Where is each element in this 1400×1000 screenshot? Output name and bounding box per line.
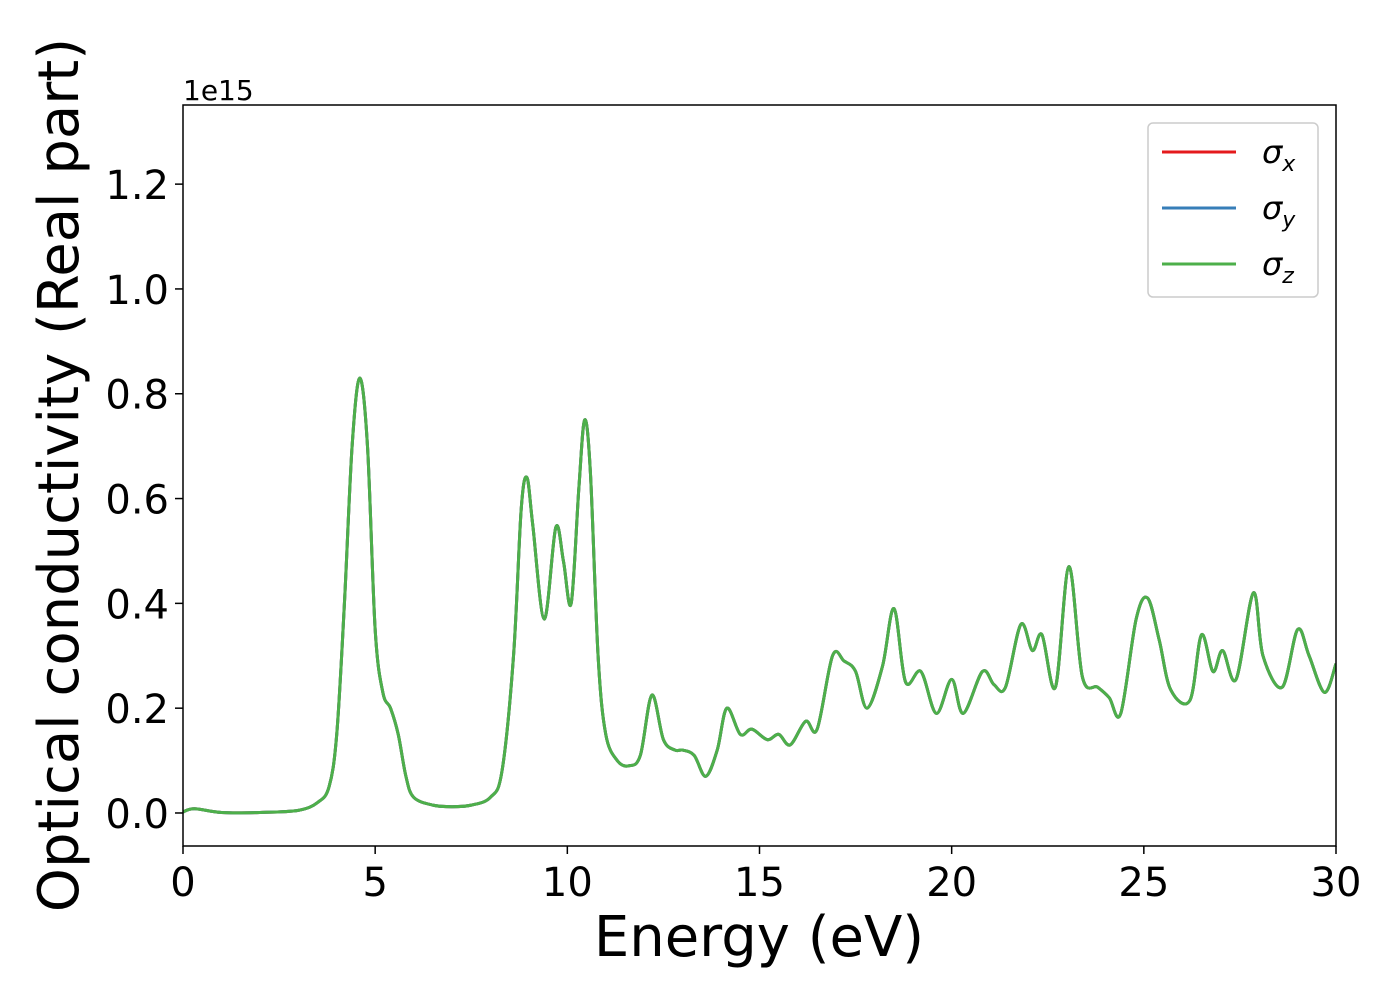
x-axis-label: Energy (eV) [594, 905, 924, 970]
legend-box [1147, 122, 1319, 298]
y-tick-label: 0.2 [105, 687, 169, 733]
x-tick-label: 0 [170, 860, 195, 906]
legend-label: σx [1262, 133, 1296, 177]
y-tick-label: 0.0 [105, 792, 169, 838]
x-tick-label: 5 [362, 860, 387, 906]
x-tick-label: 10 [542, 860, 593, 906]
legend-label: σz [1262, 245, 1294, 289]
x-tick-label: 15 [734, 860, 785, 906]
legend-label: σy [1262, 189, 1296, 233]
y-tick-label: 0.8 [105, 373, 169, 419]
series-line [183, 376, 1336, 815]
y-tick-label: 1.0 [105, 268, 169, 314]
x-tick-label: 25 [1118, 860, 1169, 906]
plot-frame [182, 104, 1337, 847]
legend: σx σy σz [1147, 122, 1319, 298]
y-tick-label: 0.4 [105, 582, 169, 628]
x-tick-label: 20 [926, 860, 977, 906]
y-offset-label: 1e15 [183, 74, 254, 107]
y-axis-label: Optical conductivity (Real part) [27, 38, 92, 912]
y-tick-label: 1.2 [105, 163, 169, 209]
x-tick-label: 30 [1311, 860, 1362, 906]
y-tick-label: 0.6 [105, 478, 169, 524]
